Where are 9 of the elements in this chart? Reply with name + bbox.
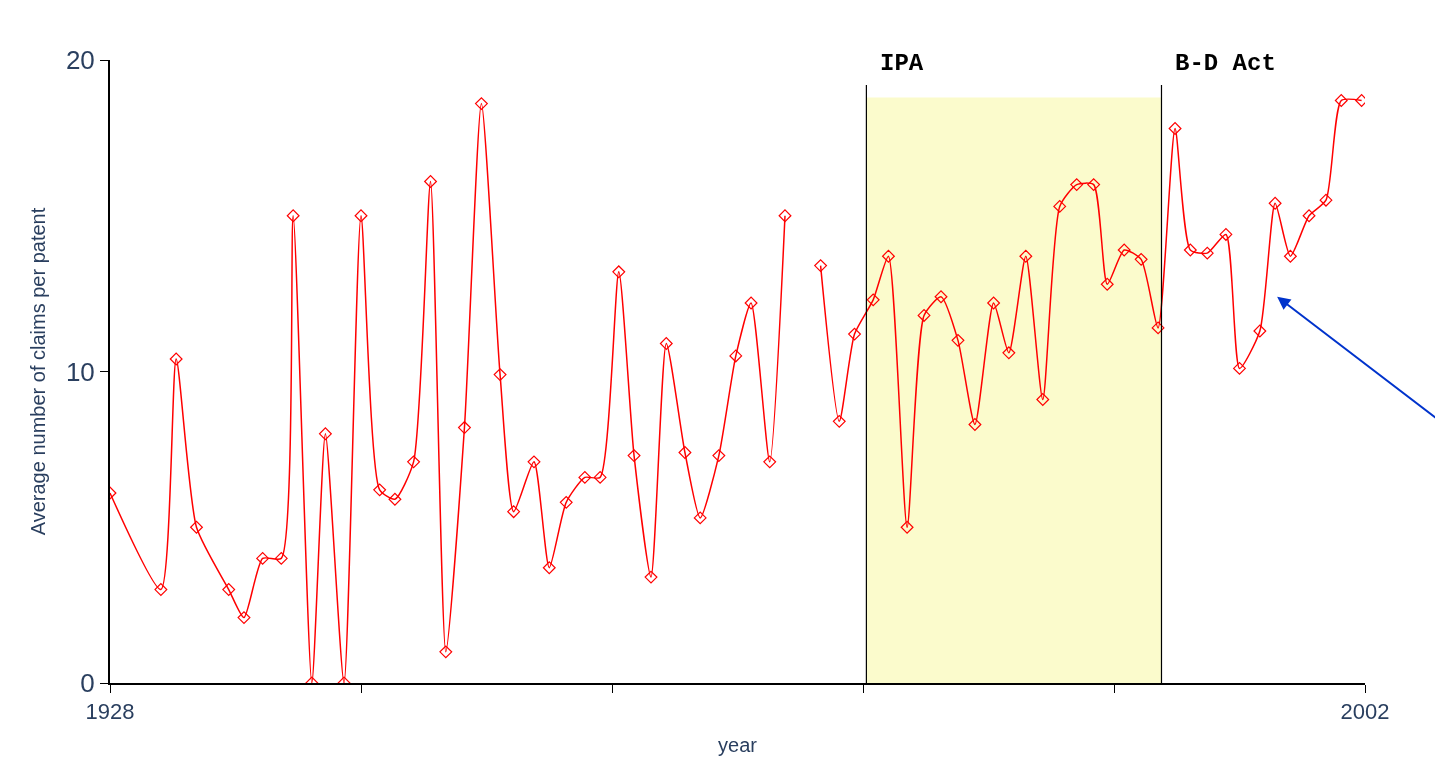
y-tick-label: 20 bbox=[65, 45, 95, 76]
x-tick-label: 2002 bbox=[1340, 699, 1390, 725]
ref-line-label: IPA bbox=[880, 50, 924, 77]
y-axis-title: Average number of claims per patent bbox=[26, 207, 49, 536]
y-tick-label: 0 bbox=[80, 668, 95, 699]
x-axis-title: year bbox=[718, 734, 758, 757]
x-tick-label: 1928 bbox=[85, 699, 135, 725]
y-tick-label: 10 bbox=[65, 356, 95, 387]
ref-line-label: B-D Act bbox=[1175, 50, 1276, 77]
